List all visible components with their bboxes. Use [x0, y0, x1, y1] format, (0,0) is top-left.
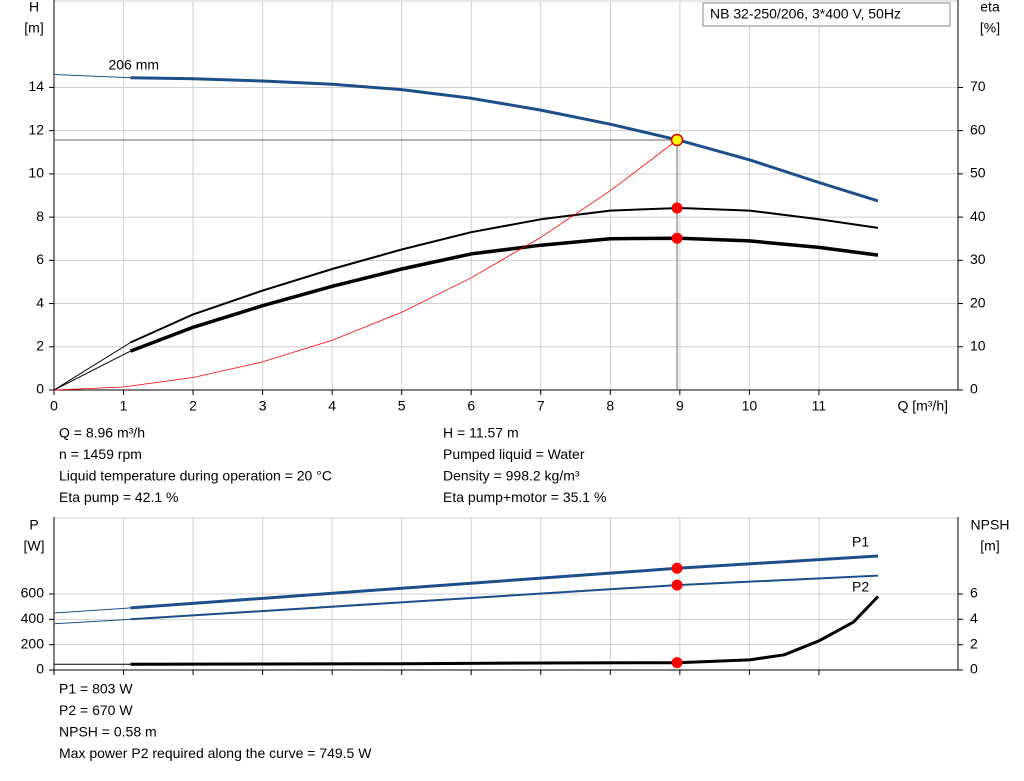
readout: Density = 998.2 kg/m³ [443, 468, 580, 484]
readout: P1 = 803 W [59, 681, 133, 697]
readout: Max power P2 required along the curve = … [59, 745, 372, 761]
operating-point [670, 133, 684, 147]
operating-point [671, 579, 683, 591]
y2-axis-label: NPSH [971, 517, 1010, 533]
x-tick-label: 5 [398, 398, 406, 414]
curve-lead-in [54, 596, 879, 665]
y2-axis-label: eta [980, 0, 1000, 15]
curve-lead-in [53, 74, 879, 202]
curve [130, 595, 880, 666]
y2-tick-label: 0 [970, 381, 978, 397]
y2-tick-label: 2 [970, 635, 978, 651]
chart-title: NB 32-250/206, 3*400 V, 50Hz [710, 6, 901, 22]
y-tick-label: 14 [28, 78, 44, 94]
y2-tick-label: 30 [970, 251, 986, 267]
x-tick-label: 6 [467, 398, 475, 414]
readout: Pumped liquid = Water [443, 446, 585, 462]
charts: 0 1 2 3 4 5 6 7 8 9 10 1102468101214010203040506070… [21, 0, 1010, 761]
readout: Q = 8.96 m³/h [59, 425, 145, 441]
curve-lead-in [53, 237, 879, 391]
curve [130, 76, 879, 203]
y-axis-label: P [29, 517, 38, 533]
y2-tick-label: 20 [970, 294, 986, 310]
x-tick-label: 11 [812, 398, 827, 414]
x-tick-label: 8 [606, 398, 614, 414]
y2-tick-label: 0 [970, 661, 978, 677]
readout: NPSH = 0.58 m [59, 724, 157, 740]
readout: n = 1459 rpm [59, 446, 142, 462]
curve-lead-in [53, 207, 879, 391]
readout: Eta pump+motor = 35.1 % [443, 489, 606, 505]
y-tick-label: 4 [36, 294, 44, 310]
y-tick-label: 6 [36, 251, 44, 267]
y-tick-label: 12 [28, 121, 44, 137]
y2-axis-unit: [%] [980, 20, 1000, 36]
x-tick-label: 2 [189, 398, 197, 414]
y-tick-label: 10 [28, 165, 44, 181]
readout: P2 = 670 W [59, 702, 133, 718]
x-tick-label: 9 [676, 398, 684, 414]
operating-point [671, 232, 683, 244]
readout: H = 11.57 m [443, 425, 519, 441]
x-axis-label: Q [m³/h] [897, 398, 948, 414]
y2-tick-label: 50 [970, 165, 986, 181]
operating-point [671, 657, 683, 669]
curve [53, 139, 678, 391]
y-tick-label: 200 [21, 635, 45, 651]
y-axis-unit: [m] [24, 20, 43, 36]
x-tick-label: 10 [742, 398, 758, 414]
y-tick-label: 600 [21, 585, 45, 601]
y2-tick-label: 4 [970, 610, 978, 626]
operating-point [671, 202, 683, 214]
curve [129, 236, 879, 353]
y-tick-label: 8 [36, 208, 44, 224]
y2-axis-unit: [m] [980, 538, 999, 554]
title-box [702, 2, 951, 27]
y-tick-label: 0 [36, 661, 44, 677]
y2-tick-label: 6 [970, 585, 978, 601]
readout: Liquid temperature during operation = 20… [59, 468, 332, 484]
y-tick-label: 0 [36, 381, 44, 397]
y-tick-label: 400 [21, 610, 45, 626]
curve-label: 206 mm [108, 56, 159, 72]
x-tick-label: 1 [120, 398, 128, 414]
y2-tick-label: 10 [970, 337, 986, 353]
readout: Eta pump = 42.1 % [59, 489, 178, 505]
curve [130, 207, 879, 344]
x-tick-label: 4 [328, 398, 336, 414]
operating-point [671, 562, 683, 574]
y-axis-unit: [W] [24, 538, 45, 554]
y-tick-label: 2 [36, 337, 44, 353]
x-tick-label: 3 [259, 398, 267, 414]
x-tick-label: 7 [537, 398, 545, 414]
y2-tick-label: 70 [970, 78, 986, 94]
y2-tick-label: 40 [970, 208, 986, 224]
x-tick-label: 0 [50, 398, 58, 414]
y-axis-label: H [29, 0, 39, 15]
y2-tick-label: 60 [970, 121, 986, 137]
curve [130, 554, 879, 610]
curve-label: P2 [852, 578, 869, 594]
curve-label: P1 [852, 534, 869, 550]
